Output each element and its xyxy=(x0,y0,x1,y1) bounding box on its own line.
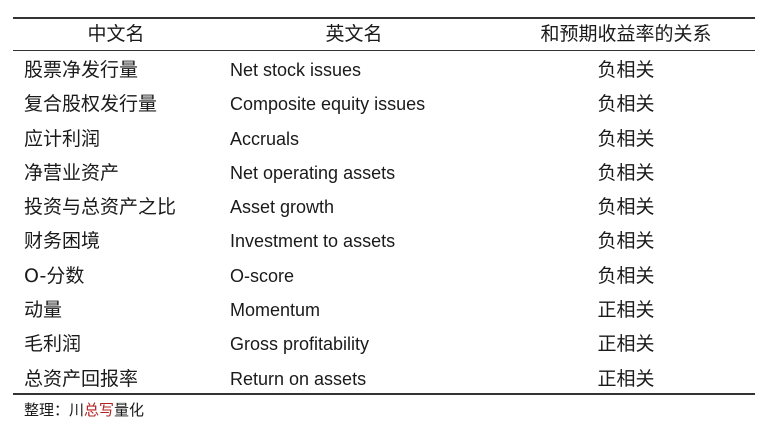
cell-relation: 负相关 xyxy=(597,264,655,287)
table-row: 应计利润 Accruals 负相关 xyxy=(0,122,776,156)
cell-chinese-name: 总资产回报率 xyxy=(24,367,139,390)
header-chinese-name: 中文名 xyxy=(87,23,145,45)
cell-english-name: Net stock issues xyxy=(230,60,362,80)
cell-relation: 正相关 xyxy=(597,367,655,390)
cell-relation: 负相关 xyxy=(597,196,655,219)
cell-chinese-name: 应计利润 xyxy=(24,127,101,150)
table-row: 财务困境 Investment to assets 负相关 xyxy=(0,224,776,258)
table-body: 股票净发行量 Net stock issues 负相关 复合股权发行量 Composit… xyxy=(0,53,776,396)
cell-relation: 负相关 xyxy=(597,127,655,150)
source-note: 整理：川总写量化 xyxy=(24,399,144,421)
cell-english-name: Composite equity issues xyxy=(230,94,426,115)
cell-relation: 负相关 xyxy=(597,230,655,253)
table-row: 总资产回报率 Return on assets 正相关 xyxy=(0,362,776,396)
header-english-name: 英文名 xyxy=(325,23,383,45)
cell-english-name: O-score xyxy=(230,265,295,286)
cell-chinese-name: 动量 xyxy=(24,299,63,322)
source-brand-part3: 量化 xyxy=(114,401,145,419)
cell-chinese-name: 净营业资产 xyxy=(24,161,120,184)
cell-relation: 负相关 xyxy=(597,59,655,81)
table-row: 动量 Momentum 正相关 xyxy=(0,293,776,327)
cell-english-name: Asset growth xyxy=(230,197,335,218)
table-row: 净营业资产 Net operating assets 负相关 xyxy=(0,156,776,190)
cell-chinese-name: 财务困境 xyxy=(24,230,101,253)
table-row: 股票净发行量 Net stock issues 负相关 xyxy=(0,53,776,87)
cell-chinese-name: O-分数 xyxy=(24,264,85,287)
header-relation: 和预期收益率的关系 xyxy=(540,23,712,45)
cell-relation: 负相关 xyxy=(597,161,655,184)
table-row: 投资与总资产之比 Asset growth 负相关 xyxy=(0,190,776,224)
cell-english-name: Return on assets xyxy=(230,368,367,389)
cell-relation: 正相关 xyxy=(597,333,655,356)
source-brand-part1: 川 xyxy=(69,401,85,419)
cell-chinese-name: 毛利润 xyxy=(24,333,82,356)
table-header-rule xyxy=(13,50,755,51)
source-brand-part2: 总写 xyxy=(84,401,115,419)
cell-english-name: Momentum xyxy=(230,300,321,321)
cell-english-name: Net operating assets xyxy=(230,162,396,183)
cell-english-name: Gross profitability xyxy=(230,334,370,355)
cell-relation: 负相关 xyxy=(597,93,655,116)
table-top-rule xyxy=(13,17,755,19)
table-row: O-分数 O-score 负相关 xyxy=(0,259,776,293)
cell-chinese-name: 复合股权发行量 xyxy=(24,93,158,116)
table-row: 复合股权发行量 Composite equity issues 负相关 xyxy=(0,87,776,121)
cell-chinese-name: 投资与总资产之比 xyxy=(24,196,177,219)
cell-english-name: Investment to assets xyxy=(230,231,396,252)
table-bottom-rule xyxy=(13,393,755,395)
cell-chinese-name: 股票净发行量 xyxy=(24,59,139,81)
cell-english-name: Accruals xyxy=(230,128,300,149)
source-label: 整理： xyxy=(24,401,70,419)
cell-relation: 正相关 xyxy=(597,299,655,322)
table-row: 毛利润 Gross profitability 正相关 xyxy=(0,327,776,361)
